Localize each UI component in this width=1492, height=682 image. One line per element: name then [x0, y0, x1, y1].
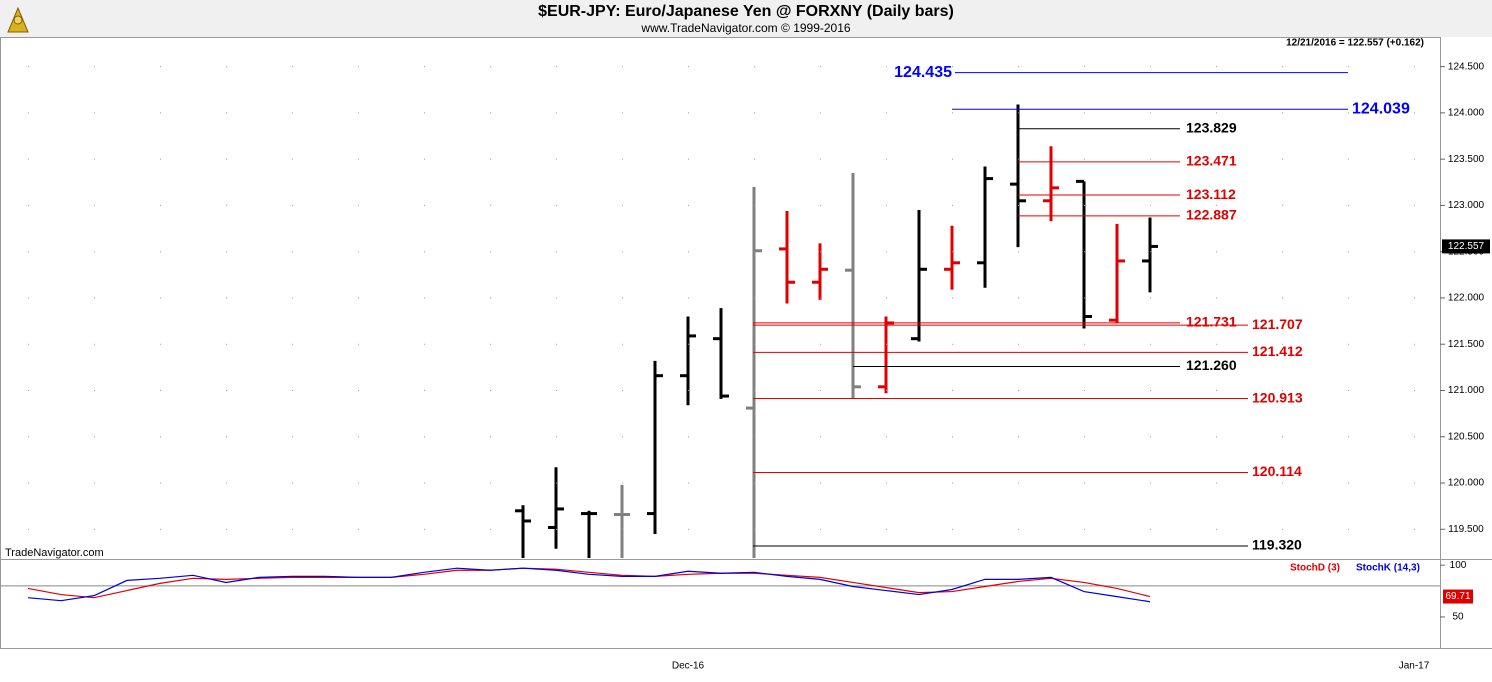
y-tick-label: 123.000	[1448, 200, 1485, 211]
level-label: 121.412	[1252, 343, 1303, 359]
watermark: TradeNavigator.com	[5, 547, 104, 559]
chart-title: $EUR-JPY: Euro/Japanese Yen @ FORXNY (Da…	[538, 3, 954, 20]
y-tick-label: 124.500	[1448, 61, 1485, 72]
level-label: 120.114	[1252, 463, 1302, 479]
level-label: 123.112	[1186, 186, 1236, 202]
y-tick-label: 119.500	[1448, 524, 1484, 535]
level-label: 123.471	[1186, 153, 1237, 169]
x-tick-label: Jan-17	[1399, 661, 1430, 672]
y-tick-label: 50	[1452, 612, 1464, 623]
level-label: 122.887	[1186, 207, 1237, 223]
last-price-label: 122.557	[1448, 241, 1485, 252]
level-label: 124.039	[1352, 100, 1410, 117]
last-price-box	[1442, 239, 1490, 254]
x-tick-label: Dec-16	[672, 661, 705, 672]
last-value-box	[1443, 589, 1473, 604]
logo	[7, 6, 29, 33]
stoch-line	[27, 567, 1151, 603]
level-label: 121.260	[1186, 357, 1237, 373]
legend-entry: StochD (3)	[1290, 563, 1340, 574]
y-tick-label: 123.500	[1448, 154, 1485, 165]
level-label: 124.435	[894, 64, 952, 81]
header	[0, 0, 1492, 37]
y-tick-label: 120.500	[1448, 431, 1485, 442]
legend-entry: StochK (14,3)	[1356, 563, 1420, 574]
y-tick-label: 120.000	[1448, 478, 1485, 489]
level-label: 123.829	[1186, 119, 1237, 135]
level-label: 121.707	[1252, 316, 1303, 332]
level-label: 120.913	[1252, 389, 1303, 405]
last-value-label: 69.71	[1445, 591, 1470, 602]
y-tick-label: 122.000	[1448, 293, 1485, 304]
y-tick-label: 100	[1450, 560, 1467, 571]
y-tick-label: 121.000	[1448, 385, 1485, 396]
y-tick-label: 121.500	[1448, 339, 1485, 350]
subtitle: www.TradeNavigator.com © 1999-2016	[640, 21, 850, 35]
price-panel	[515, 104, 1158, 558]
level-label: 121.731	[1186, 314, 1237, 330]
level-label: 119.320	[1252, 537, 1302, 553]
y-tick-label: 124.000	[1448, 108, 1485, 119]
stoch-line	[27, 567, 1151, 599]
status: 12/21/2016 = 122.557 (+0.162)	[1286, 38, 1424, 49]
